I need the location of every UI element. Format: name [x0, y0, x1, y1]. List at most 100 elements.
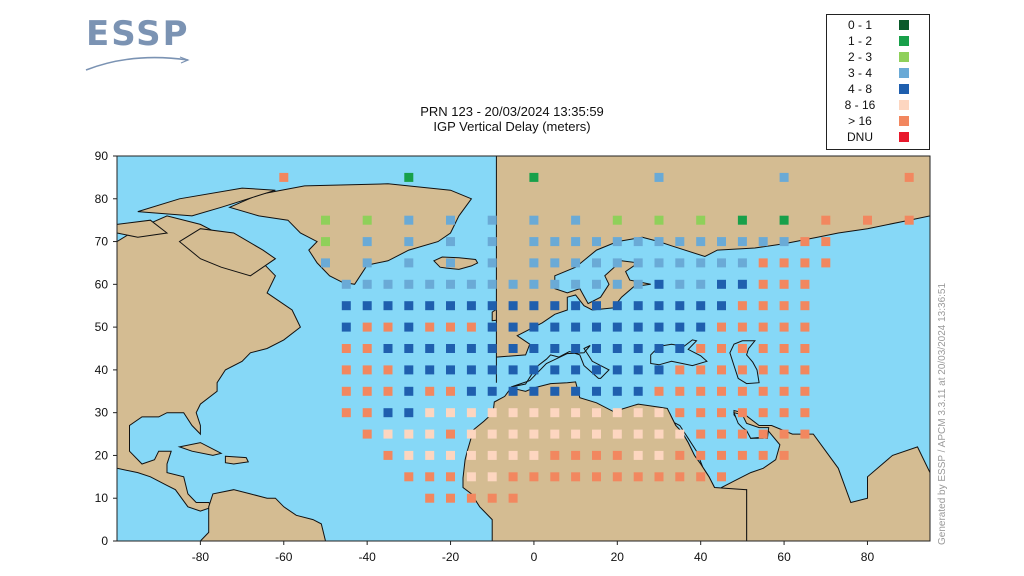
landmass-ellesmere — [137, 187, 276, 217]
igp-cell — [779, 301, 789, 311]
igp-cell — [446, 408, 455, 418]
igp-cell — [717, 408, 726, 418]
igp-cell — [404, 408, 414, 418]
igp-cell — [592, 386, 601, 396]
igp-cell — [654, 365, 664, 375]
igp-cell — [487, 344, 497, 353]
legend-swatch — [899, 36, 909, 46]
igp-cell — [675, 365, 685, 375]
igp-cell — [654, 386, 664, 396]
legend-item: 0 - 1 — [827, 17, 929, 33]
x-tick-label: 40 — [694, 550, 708, 564]
igp-cell — [425, 279, 435, 289]
igp-cell — [508, 472, 518, 482]
igp-cell — [529, 172, 539, 182]
igp-cell — [466, 279, 476, 289]
igp-cell — [487, 365, 497, 375]
igp-cell — [404, 215, 414, 225]
igp-cell — [612, 472, 622, 482]
y-tick-label: 50 — [95, 320, 109, 334]
legend: 0 - 1 1 - 2 2 - 3 3 - 4 4 - 8 8 - 16 > 16 DNU — [826, 14, 930, 150]
igp-cell — [383, 429, 393, 439]
igp-cell — [425, 386, 435, 396]
landmass-hispaniola — [224, 455, 250, 465]
igp-cell — [404, 429, 414, 439]
igp-cell — [758, 322, 768, 332]
igp-cell — [654, 279, 664, 289]
x-tick-label: -60 — [275, 550, 293, 564]
igp-cell — [654, 172, 664, 182]
igp-cell — [592, 301, 601, 311]
igp-cell — [737, 237, 747, 247]
igp-cell — [737, 429, 747, 439]
igp-cell — [737, 386, 747, 396]
legend-item: 8 - 16 — [827, 97, 929, 113]
landmass-caribbean-islands — [177, 442, 223, 456]
igp-cell — [425, 429, 435, 439]
igp-cell — [529, 408, 539, 418]
igp-cell — [821, 215, 831, 225]
igp-cell — [341, 344, 351, 353]
y-tick-label: 60 — [95, 277, 109, 291]
igp-cell — [654, 472, 664, 482]
igp-cell — [717, 429, 726, 439]
igp-cell — [487, 493, 497, 503]
legend-item: 3 - 4 — [827, 65, 929, 81]
igp-cell — [550, 450, 560, 460]
y-tick-label: 70 — [95, 235, 109, 249]
igp-cell — [675, 429, 685, 439]
igp-cell — [446, 344, 455, 353]
igp-cell — [571, 450, 581, 460]
igp-cell — [466, 429, 476, 439]
igp-cell — [425, 408, 435, 418]
igp-cell — [758, 450, 768, 460]
igp-cell — [675, 408, 685, 418]
igp-cell — [487, 237, 497, 247]
igp-cell — [550, 408, 560, 418]
igp-cell — [446, 365, 455, 375]
igp-cell — [592, 322, 601, 332]
logo-text: ESSP — [86, 14, 190, 54]
igp-cell — [696, 258, 706, 268]
y-tick-label: 10 — [95, 491, 109, 505]
igp-cell — [446, 279, 455, 289]
igp-cell — [779, 215, 789, 225]
igp-cell — [800, 258, 810, 268]
igp-cell — [550, 237, 560, 247]
igp-cell — [612, 344, 622, 353]
legend-label: DNU — [847, 130, 873, 144]
x-tick-label: 0 — [531, 550, 538, 564]
igp-cell — [592, 472, 601, 482]
igp-cell — [675, 322, 685, 332]
igp-cell — [675, 237, 685, 247]
igp-cell — [529, 237, 539, 247]
igp-cell — [383, 408, 393, 418]
igp-cell — [737, 322, 747, 332]
y-tick-label: 40 — [95, 363, 109, 377]
igp-cell — [592, 450, 601, 460]
sea-caspian — [729, 340, 760, 385]
logo-swoosh-icon — [85, 56, 190, 71]
chart-subtitle: IGP Vertical Delay (meters) — [433, 119, 591, 134]
igp-cell — [341, 386, 351, 396]
igp-cell — [717, 365, 726, 375]
igp-cell — [321, 215, 330, 225]
landmass-greenland — [228, 183, 473, 285]
igp-cell — [633, 237, 643, 247]
igp-cell — [633, 450, 643, 460]
legend-item: > 16 — [827, 113, 929, 129]
igp-cell — [487, 408, 497, 418]
igp-cell — [758, 386, 768, 396]
land-layer — [117, 156, 930, 541]
igp-cell — [362, 237, 372, 247]
igp-cell — [550, 344, 560, 353]
igp-cell — [446, 450, 455, 460]
igp-cell — [446, 322, 455, 332]
igp-cell — [779, 237, 789, 247]
igp-cell — [717, 386, 726, 396]
landmass-iceland — [433, 256, 479, 270]
igp-cell — [737, 365, 747, 375]
legend-swatch — [899, 52, 909, 62]
x-tick-label: 60 — [777, 550, 791, 564]
